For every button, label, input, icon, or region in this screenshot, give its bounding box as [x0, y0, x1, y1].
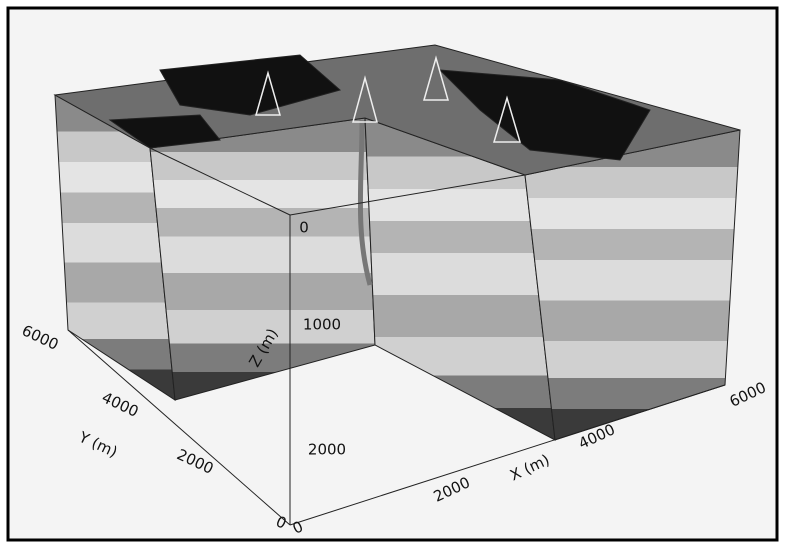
z-tick-label: 2000	[308, 441, 346, 459]
z-tick-label: 0	[299, 219, 309, 237]
diagram: 02000400060000200040006000010002000X (m)…	[0, 0, 785, 550]
z-tick-label: 1000	[303, 316, 341, 334]
page: 02000400060000200040006000010002000X (m)…	[0, 0, 785, 550]
